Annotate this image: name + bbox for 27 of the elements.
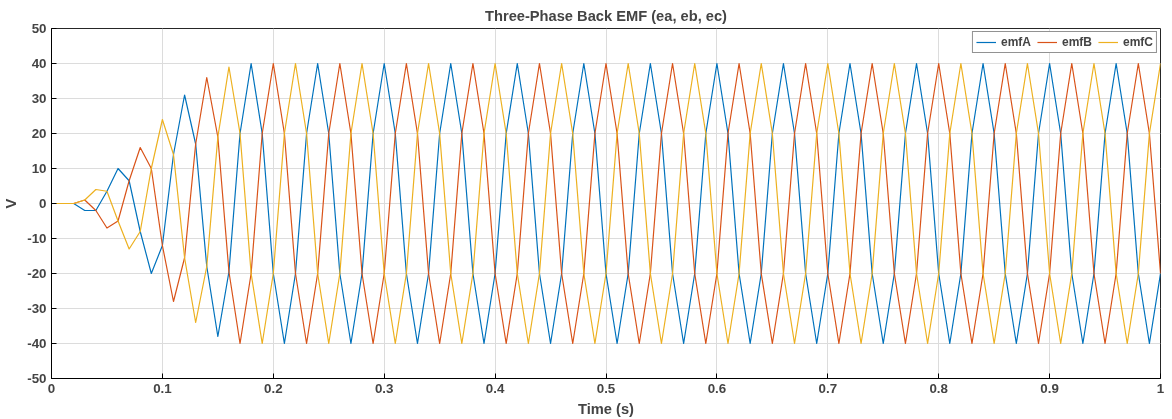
x-tick-label: 0.2 — [264, 380, 283, 396]
y-tick-label: 20 — [31, 126, 47, 141]
y-tick-label: -20 — [27, 266, 47, 281]
x-tick-label: 0.5 — [596, 380, 616, 396]
x-tick-label: 1 — [1156, 380, 1165, 396]
y-tick-label: -40 — [27, 336, 47, 351]
y-tick-label: 50 — [31, 21, 47, 36]
legend-label: emfC — [1122, 35, 1153, 49]
chart-title: Three-Phase Back EMF (ea, eb, ec) — [485, 7, 728, 24]
y-tick-label: -50 — [27, 371, 47, 386]
y-tick-label: 10 — [31, 161, 47, 176]
legend-label: emfA — [1000, 35, 1031, 49]
x-tick-label: 0.1 — [153, 380, 173, 396]
y-tick-label: 0 — [39, 196, 47, 211]
x-tick-label: 0.8 — [929, 380, 948, 396]
x-tick-label: 0.6 — [707, 380, 727, 396]
y-axis-title: V — [3, 198, 20, 209]
y-tick-label: -10 — [27, 231, 47, 246]
x-tick-label: 0.4 — [485, 380, 505, 396]
x-tick-label: 0.3 — [374, 380, 394, 396]
legend-label: emfB — [1061, 35, 1092, 49]
y-tick-label: -30 — [27, 301, 47, 316]
x-axis-title: Time (s) — [578, 400, 635, 417]
y-tick-label: 30 — [31, 91, 47, 106]
y-tick-label: 40 — [31, 56, 47, 71]
x-tick-label: 0.7 — [818, 380, 838, 396]
x-tick-label: 0.9 — [1040, 380, 1059, 396]
